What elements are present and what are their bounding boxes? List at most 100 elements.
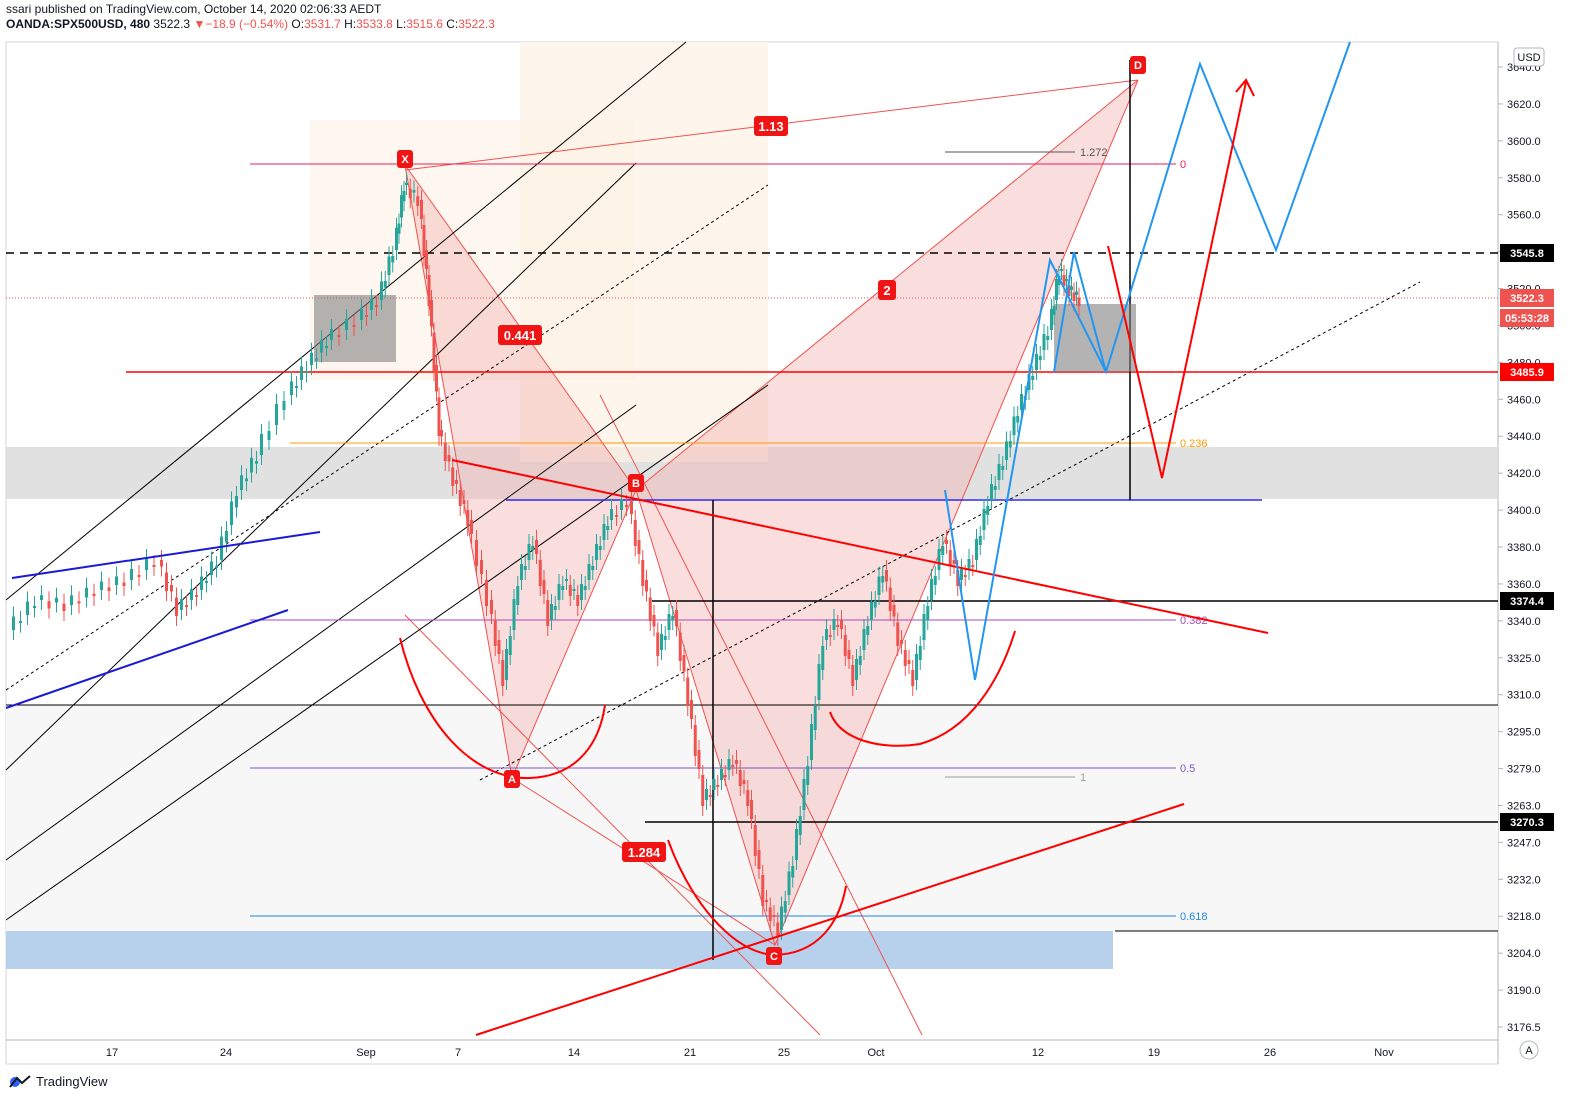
candle — [425, 240, 428, 279]
candle — [701, 765, 705, 816]
auto-scale-button[interactable]: A — [1519, 1040, 1539, 1060]
candle — [130, 559, 133, 590]
footer-brand[interactable]: TradingView — [36, 1073, 108, 1089]
candle — [697, 740, 701, 779]
candle — [290, 371, 293, 405]
svg-text:USD: USD — [1517, 52, 1540, 64]
candle — [195, 585, 198, 606]
red-trendlines — [451, 459, 1269, 1036]
candle — [458, 480, 462, 516]
candle — [828, 625, 832, 646]
symbol-label[interactable]: OANDA:SPX500USD, 480 — [6, 17, 151, 31]
candle — [821, 636, 825, 680]
price-tick-label: 3204.0 — [1507, 948, 1541, 960]
candle — [420, 190, 423, 229]
candle — [1075, 281, 1078, 305]
candle — [1057, 266, 1061, 295]
candle — [757, 840, 761, 879]
chart-header: ssari published on TradingView.com, Octo… — [6, 2, 495, 32]
candle — [1016, 406, 1020, 433]
candle — [455, 470, 458, 494]
ratio-label-0441[interactable]: 0.441 — [498, 325, 542, 345]
time-axis[interactable]: 17 24 Sep 7 14 21 25 Oct 12 19 26 Nov — [106, 1047, 1394, 1059]
candle — [851, 655, 855, 696]
ratio-label-2[interactable]: 2 — [878, 280, 896, 300]
candle — [337, 325, 341, 346]
tradingview-logo-icon[interactable] — [8, 1073, 32, 1089]
candle — [768, 897, 772, 931]
footer: TradingView — [8, 1073, 108, 1089]
ratio-label-1284[interactable]: 1.284 — [622, 842, 666, 862]
svg-text:3545.8: 3545.8 — [1510, 248, 1544, 260]
svg-text:3270.3: 3270.3 — [1510, 817, 1544, 829]
candle — [62, 593, 66, 621]
price-tick-label: 3560.0 — [1507, 210, 1541, 222]
candle — [40, 585, 43, 610]
fib-label-05: 0.5 — [1180, 763, 1195, 775]
price-tick-label: 3580.0 — [1507, 173, 1541, 185]
candle — [576, 585, 580, 616]
price-tick-label: 3247.0 — [1507, 837, 1541, 849]
candle — [470, 510, 473, 544]
candle — [408, 178, 412, 209]
candle — [716, 775, 720, 796]
svg-text:B: B — [632, 478, 640, 490]
candle — [300, 356, 303, 390]
pattern-point-x[interactable]: X — [397, 150, 413, 168]
candle — [776, 912, 780, 946]
open-value: 3531.7 — [304, 17, 341, 31]
svg-text:3374.4: 3374.4 — [1510, 596, 1545, 608]
time-tick-label: 21 — [684, 1047, 696, 1059]
time-tick-label: 24 — [220, 1047, 232, 1059]
price-axis[interactable]: 3640.03620.03600.03580.03560.03540.03520… — [1498, 62, 1541, 1034]
ratio-label-113[interactable]: 1.13 — [754, 116, 788, 136]
candle — [806, 756, 810, 795]
candle — [967, 549, 971, 580]
candle — [100, 571, 103, 600]
price-tick-label: 3232.0 — [1507, 874, 1541, 886]
price-change: ▼−18.9 (−0.54%) — [193, 17, 289, 31]
rising-wedge — [5, 531, 321, 709]
currency-badge[interactable]: USD — [1513, 47, 1545, 67]
candle — [1062, 265, 1066, 296]
candle — [907, 650, 911, 674]
pattern-point-d[interactable]: D — [1130, 56, 1146, 74]
candle — [731, 755, 735, 776]
candle — [170, 575, 173, 602]
candle — [557, 574, 561, 610]
candle — [520, 554, 523, 590]
candle — [47, 591, 51, 619]
candle — [933, 566, 937, 595]
candle — [330, 319, 333, 350]
svg-text:X: X — [401, 154, 409, 166]
price-tick-label: 3400.0 — [1507, 505, 1541, 517]
ext-label-1: 1 — [1080, 772, 1086, 784]
high-value: 3533.8 — [356, 17, 393, 31]
candle — [937, 539, 941, 580]
pattern-point-b[interactable]: B — [628, 474, 644, 492]
svg-text:0.441: 0.441 — [504, 328, 537, 343]
price-tick-label: 3190.0 — [1507, 985, 1541, 997]
candle — [975, 529, 978, 570]
candle — [565, 569, 568, 590]
candle — [345, 309, 348, 340]
svg-text:3485.9: 3485.9 — [1510, 367, 1544, 379]
price-tag: 3270.3 — [1500, 813, 1554, 831]
candle — [911, 660, 915, 696]
candle — [971, 555, 975, 576]
candle — [553, 596, 557, 620]
candle — [1052, 296, 1056, 325]
price-tick-label: 3218.0 — [1507, 911, 1541, 923]
ext-label-1272: 1.272 — [1080, 147, 1108, 159]
candle — [440, 420, 443, 447]
candle — [26, 591, 29, 625]
candle — [903, 640, 907, 676]
candle — [427, 265, 431, 316]
pattern-point-a[interactable]: A — [504, 770, 520, 788]
candle — [365, 305, 368, 326]
svg-text:A: A — [508, 774, 516, 786]
candle — [1035, 344, 1038, 380]
candle — [1042, 324, 1046, 360]
pattern-point-c[interactable]: C — [766, 947, 782, 965]
